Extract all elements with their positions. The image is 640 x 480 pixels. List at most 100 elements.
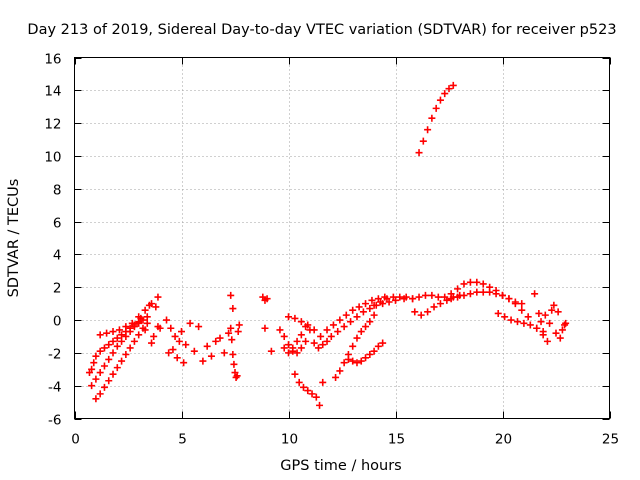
data-point [436, 300, 444, 308]
data-point [362, 300, 370, 308]
x-tick-label: 0 [71, 432, 80, 448]
data-point [154, 293, 162, 301]
data-point [486, 288, 494, 296]
data-point [353, 359, 361, 367]
data-point [122, 323, 130, 331]
data-point [308, 390, 316, 398]
data-point [316, 401, 324, 409]
data-point [415, 293, 423, 301]
data-point [340, 359, 348, 367]
data-point [175, 337, 183, 345]
data-point [263, 295, 271, 303]
data-point [148, 339, 156, 347]
data-point [195, 323, 203, 331]
data-point [180, 359, 188, 367]
data-point [329, 321, 337, 329]
data-point [501, 313, 509, 321]
data-point [342, 311, 350, 319]
data-point [225, 329, 233, 337]
data-point [319, 378, 327, 386]
data-point [554, 308, 562, 316]
data-point [235, 321, 243, 329]
data-point [556, 334, 564, 342]
data-point [454, 285, 462, 293]
data-point [280, 332, 288, 340]
data-point [293, 349, 301, 357]
data-point [167, 324, 175, 332]
data-point [145, 301, 153, 309]
data-point [332, 373, 340, 381]
y-tick-label: 0 [53, 314, 62, 330]
data-point [314, 344, 322, 352]
data-point [141, 306, 149, 314]
data-point [513, 318, 521, 326]
data-point [92, 352, 100, 360]
series-seg-l [285, 313, 318, 334]
data-point [165, 349, 173, 357]
series-arc-o [310, 293, 389, 347]
grid-lines [74, 57, 610, 419]
data-point [291, 314, 299, 322]
data-point [113, 364, 121, 372]
data-point [304, 387, 312, 395]
data-point [156, 324, 164, 332]
data-point [494, 309, 502, 317]
series-seg-h [227, 291, 243, 381]
data-point [539, 331, 547, 339]
data-point [233, 372, 241, 380]
data-point [336, 367, 344, 375]
data-point [207, 352, 215, 360]
data-point [126, 344, 134, 352]
data-point [100, 362, 108, 370]
data-point [141, 326, 149, 334]
series-arc-a [85, 316, 147, 377]
data-point [109, 349, 117, 357]
series-seg-y [533, 301, 570, 334]
y-tick-label: 12 [44, 117, 61, 133]
y-tick-label: -2 [48, 347, 61, 363]
series-arc-q [344, 339, 387, 367]
data-point [280, 344, 288, 352]
data-point [366, 351, 374, 359]
data-point [396, 293, 404, 301]
series-seg-e [141, 301, 164, 347]
y-tick-label: 16 [44, 52, 61, 68]
data-point [541, 311, 549, 319]
data-point [317, 332, 325, 340]
data-point [562, 319, 570, 327]
data-point [492, 290, 500, 298]
data-point [479, 288, 487, 296]
data-point [169, 346, 177, 354]
data-point [460, 291, 468, 299]
data-point [143, 319, 151, 327]
data-point [122, 332, 130, 340]
data-point [432, 104, 440, 112]
series-arc-p [332, 311, 378, 381]
data-point [518, 300, 526, 308]
data-point [415, 149, 423, 157]
data-point [370, 311, 378, 319]
data-point [424, 308, 432, 316]
data-point [548, 306, 556, 314]
data-point [449, 81, 457, 89]
data-point [366, 305, 374, 313]
data-point [552, 329, 560, 337]
data-point [543, 337, 551, 345]
data-point [355, 303, 363, 311]
data-point [340, 323, 348, 331]
data-points [85, 81, 570, 409]
data-point [370, 347, 378, 355]
data-point [295, 378, 303, 386]
plot-frame [74, 57, 610, 419]
data-point [220, 349, 228, 357]
data-point [216, 334, 224, 342]
data-point [319, 341, 327, 349]
data-point [90, 359, 98, 367]
data-point [261, 324, 269, 332]
data-point [285, 313, 292, 321]
y-tick-label: 2 [53, 281, 62, 297]
y-tick-label: 4 [53, 248, 62, 264]
data-point [362, 323, 370, 331]
data-point [92, 375, 100, 383]
data-point [357, 328, 365, 336]
